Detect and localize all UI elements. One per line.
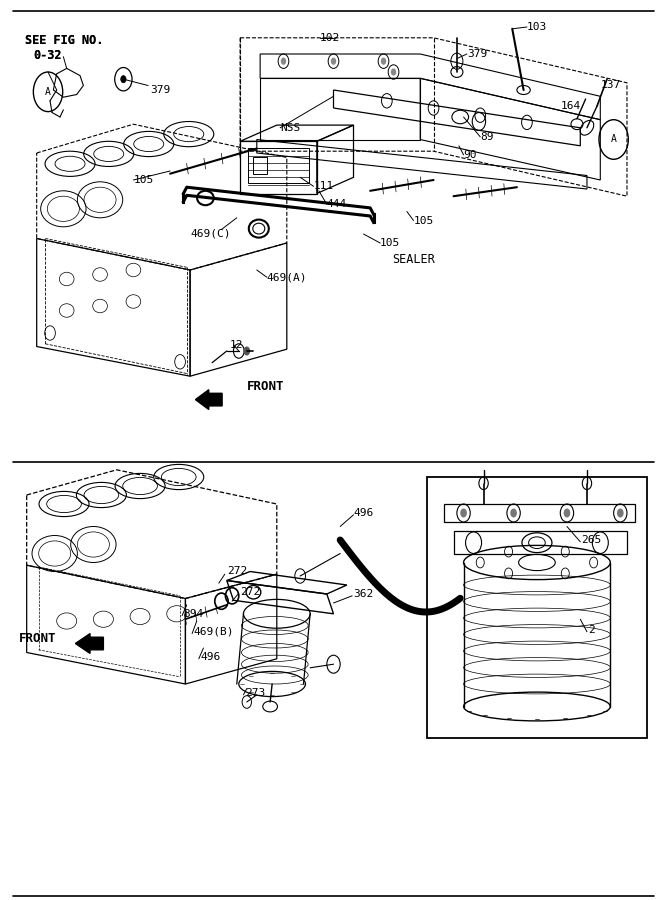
Text: 273: 273	[245, 688, 265, 698]
Text: 379: 379	[467, 49, 487, 59]
Circle shape	[381, 58, 386, 65]
Text: 102: 102	[320, 32, 340, 43]
Text: A: A	[45, 86, 51, 97]
Text: 469(A): 469(A)	[267, 272, 307, 283]
Circle shape	[121, 76, 126, 83]
Circle shape	[243, 346, 250, 356]
Text: 394: 394	[183, 608, 203, 619]
Circle shape	[460, 508, 467, 518]
Text: 137: 137	[600, 80, 620, 91]
Text: 362: 362	[354, 589, 374, 599]
Text: 272: 272	[227, 566, 247, 577]
Text: 12: 12	[230, 339, 243, 350]
Text: 265: 265	[582, 535, 602, 545]
Circle shape	[331, 58, 336, 65]
Text: 164: 164	[560, 101, 580, 112]
Circle shape	[510, 508, 517, 518]
Text: FRONT: FRONT	[19, 633, 56, 645]
Text: FRONT: FRONT	[247, 381, 284, 393]
Text: 496: 496	[200, 652, 220, 662]
Text: 89: 89	[480, 131, 494, 142]
Text: SEE FIG NO.: SEE FIG NO.	[25, 34, 104, 47]
Circle shape	[391, 68, 396, 76]
Circle shape	[281, 58, 286, 65]
Text: 90: 90	[464, 149, 477, 160]
Bar	[427, 477, 647, 738]
Text: NSS: NSS	[280, 122, 300, 133]
Text: 0-32: 0-32	[33, 50, 62, 62]
Text: 0-32: 0-32	[33, 50, 62, 62]
Text: 2: 2	[588, 625, 595, 635]
Text: 469(B): 469(B)	[193, 626, 234, 637]
Circle shape	[617, 508, 624, 518]
Text: 111: 111	[313, 181, 334, 192]
FancyArrow shape	[195, 390, 222, 410]
Bar	[253, 158, 267, 174]
Text: 103: 103	[527, 22, 547, 32]
FancyArrow shape	[75, 634, 103, 653]
Text: SEALER: SEALER	[392, 253, 435, 266]
Text: A: A	[611, 134, 616, 145]
Text: 105: 105	[414, 215, 434, 226]
Text: 105: 105	[380, 238, 400, 248]
Text: 469(C): 469(C)	[190, 229, 231, 239]
Text: SEE FIG NO.: SEE FIG NO.	[25, 34, 104, 47]
Bar	[248, 148, 309, 183]
Text: 496: 496	[354, 508, 374, 518]
Text: 379: 379	[150, 85, 170, 95]
Text: 105: 105	[133, 175, 153, 185]
Text: 272: 272	[240, 587, 260, 598]
Circle shape	[564, 508, 570, 518]
Text: 444: 444	[327, 199, 347, 210]
